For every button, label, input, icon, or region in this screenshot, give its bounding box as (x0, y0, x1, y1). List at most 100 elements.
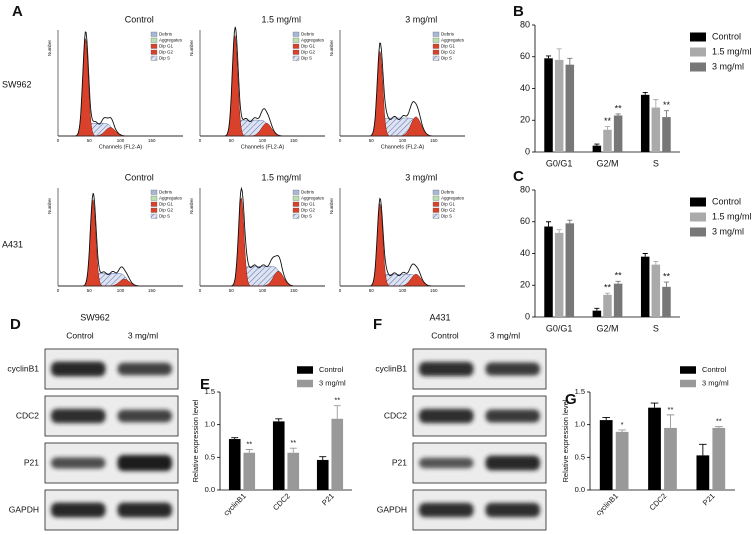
panel-label: A (12, 3, 23, 20)
cell-line-label: A431 (2, 239, 23, 249)
error-bar (545, 221, 552, 227)
legend-label: Dip G1 (441, 44, 456, 49)
legend-swatch (432, 213, 440, 219)
column-title: 3 mg/ml (405, 172, 437, 182)
significance-mark: ** (663, 100, 671, 110)
cell-line-label: A431 (429, 312, 450, 322)
bar (603, 129, 612, 152)
protein-label: GAPDH (9, 504, 39, 514)
protein-label: cyclinB1 (375, 363, 407, 373)
x-tick-label: 50 (369, 138, 375, 143)
x-tick-label: 100 (117, 138, 125, 143)
protein-label: GAPDH (377, 504, 407, 514)
bar (613, 283, 623, 317)
bar (544, 226, 553, 317)
legend-swatch (432, 207, 440, 213)
error-bar (615, 113, 621, 116)
bar (662, 117, 671, 152)
significance-mark: ** (668, 405, 674, 414)
x-tick-label: G2/M (596, 158, 618, 168)
legend-swatch (297, 366, 313, 374)
legend-swatch (432, 49, 440, 55)
legend-label: Dip G2 (441, 50, 456, 55)
legend-label: Dip S (159, 214, 170, 219)
significance-mark: ** (290, 438, 296, 447)
legend-label: Dip G2 (159, 208, 174, 213)
protein-label: cyclinB1 (7, 363, 39, 373)
legend-label: Control (712, 31, 741, 41)
y-axis-label: Number (47, 40, 52, 57)
significance-mark: ** (334, 396, 340, 405)
legend-label: Control (319, 365, 344, 374)
bar (651, 107, 661, 152)
x-tick-label: G2/M (596, 323, 618, 333)
x-tick-label: 150 (148, 288, 156, 293)
y-axis-label: Number (189, 40, 194, 57)
error-bar (594, 143, 600, 146)
legend-swatch (690, 62, 706, 72)
legend-swatch (690, 32, 706, 42)
legend-swatch (150, 49, 158, 55)
bar (287, 452, 300, 490)
error-bar (666, 414, 675, 428)
bar (651, 264, 661, 317)
legend-swatch (150, 189, 158, 195)
legend-label: Debris (301, 190, 315, 195)
protein-label: CDC2 (384, 410, 407, 420)
protein-label: P21 (392, 457, 407, 467)
x-tick-label: CDC2 (271, 491, 292, 512)
error-bar (650, 402, 659, 408)
legend-label: Debris (441, 190, 455, 195)
bar (331, 418, 344, 490)
legend-swatch (292, 31, 300, 37)
cell-line-label: SW962 (2, 79, 32, 89)
phase-s (200, 266, 325, 287)
error-bar (663, 281, 670, 287)
legend-label: Debris (301, 32, 315, 37)
bar (272, 421, 285, 490)
error-bar (245, 449, 253, 453)
legend-swatch (432, 55, 440, 61)
legend-label: Control (702, 365, 727, 374)
legend-label: Dip S (441, 214, 452, 219)
blot-band (485, 409, 540, 423)
x-tick-label: 0 (57, 138, 60, 143)
error-bar (604, 126, 611, 130)
blot-band (51, 408, 106, 424)
blot-band (485, 362, 540, 376)
bar (554, 232, 564, 317)
x-tick-label: 50 (229, 288, 235, 293)
column-title: 1.5 mg/ml (261, 172, 301, 182)
legend-swatch (297, 379, 313, 388)
error-bar (594, 307, 600, 311)
blot-band (117, 502, 172, 518)
legend-swatch (150, 201, 158, 207)
legend-label: Dip S (159, 56, 170, 61)
x-tick-label: 50 (229, 138, 235, 143)
bar (648, 407, 661, 490)
legend-swatch (680, 379, 696, 388)
panel-label: D (10, 316, 21, 333)
error-bar (663, 110, 670, 118)
legend-label: 3 mg/ml (319, 378, 346, 387)
blot-band (117, 409, 172, 423)
x-tick-label: P21 (320, 491, 336, 507)
x-tick-label: S (653, 158, 659, 168)
error-bar (567, 57, 573, 65)
blot-band (51, 457, 106, 469)
legend-swatch (690, 197, 706, 207)
blot-band (51, 361, 106, 377)
legend-label: Aggregates (301, 38, 325, 43)
lane-label: Control (66, 330, 94, 340)
legend-swatch (292, 43, 300, 49)
panel-label: B (513, 3, 524, 20)
y-tick-label: 1.0 (205, 420, 215, 429)
x-tick-label: G0/G1 (546, 323, 573, 333)
y-tick-label: 0.5 (575, 452, 585, 461)
legend-swatch (690, 212, 706, 222)
legend-swatch (292, 207, 300, 213)
legend-label: 3 mg/ml (712, 226, 744, 236)
legend-swatch (690, 47, 706, 57)
y-tick-label: 1.5 (205, 387, 215, 396)
